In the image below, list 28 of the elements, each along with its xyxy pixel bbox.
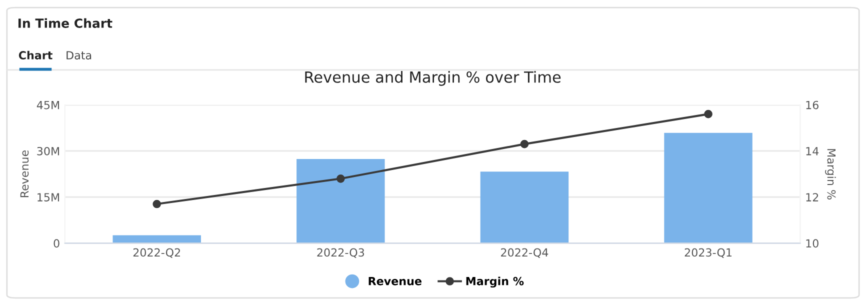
point (152, 200, 162, 208)
x-tick-label: 2022-Q3 (317, 248, 364, 258)
y2-tick-label: 10 (806, 239, 818, 248)
bar (664, 132, 752, 244)
x-tick-label: 2023-Q1 (684, 248, 732, 258)
bar (112, 235, 201, 244)
x-tick-label: 2022-Q2 (133, 248, 180, 258)
text: In Time Chart (18, 18, 112, 28)
y2-tick-label: 14 (806, 147, 819, 156)
y-tick-label: 30M (37, 146, 60, 156)
legend-label: Margin % (466, 276, 524, 288)
text: Chart (18, 50, 52, 60)
text: Data (66, 51, 92, 60)
x-tick-label: 2022-Q4 (501, 248, 548, 258)
y-axis-title: Revenue (20, 150, 29, 198)
point (336, 174, 345, 183)
bar (296, 158, 385, 244)
point (704, 110, 712, 118)
y-tick-label: 15M (38, 193, 60, 202)
y2-tick-label: 12 (806, 193, 818, 202)
y-tick-label: 45M (36, 101, 60, 110)
legend-label: Revenue (368, 277, 422, 286)
point (520, 140, 529, 148)
y2-tick-label: 16 (806, 100, 818, 110)
y2-axis-title: Margin % (825, 149, 836, 200)
chart-title: Revenue and Margin % over Time (305, 71, 561, 86)
y-tick-label: 0 (54, 239, 60, 248)
bar (480, 172, 569, 244)
